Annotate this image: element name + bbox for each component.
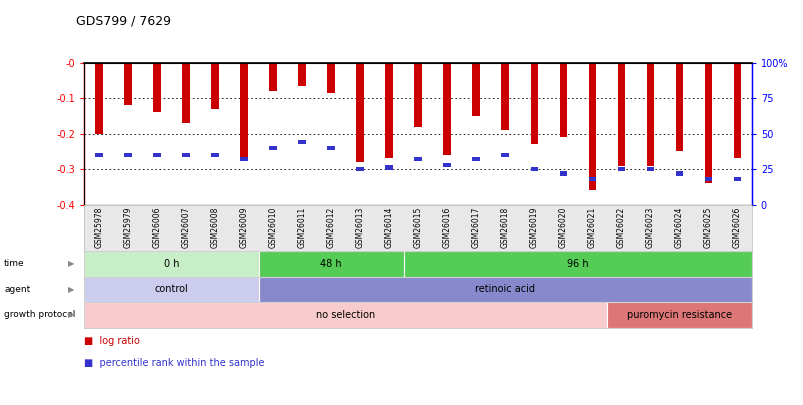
Bar bbox=[559, 63, 566, 137]
Text: 48 h: 48 h bbox=[320, 259, 341, 269]
Text: 96 h: 96 h bbox=[566, 259, 588, 269]
Bar bbox=[559, 171, 566, 176]
Bar bbox=[327, 145, 334, 150]
Bar bbox=[588, 63, 595, 190]
Bar bbox=[385, 165, 392, 170]
Text: ■  percentile rank within the sample: ■ percentile rank within the sample bbox=[84, 358, 265, 368]
Bar bbox=[646, 167, 653, 171]
Text: GSM26012: GSM26012 bbox=[326, 207, 335, 248]
Bar bbox=[298, 140, 305, 145]
Text: ▶: ▶ bbox=[68, 285, 75, 294]
Text: GSM26021: GSM26021 bbox=[587, 207, 596, 248]
Text: ■  log ratio: ■ log ratio bbox=[84, 336, 140, 346]
Bar bbox=[732, 177, 740, 181]
Bar bbox=[327, 63, 334, 93]
Text: control: control bbox=[154, 284, 188, 294]
Bar bbox=[240, 157, 247, 162]
Bar bbox=[84, 302, 606, 328]
Text: GSM26018: GSM26018 bbox=[500, 207, 509, 248]
Bar bbox=[703, 63, 711, 183]
Text: 0 h: 0 h bbox=[164, 259, 179, 269]
Text: GSM26013: GSM26013 bbox=[355, 207, 364, 248]
Bar bbox=[211, 63, 218, 109]
Bar bbox=[182, 63, 190, 123]
Bar bbox=[385, 63, 392, 158]
Text: GSM26009: GSM26009 bbox=[239, 207, 248, 248]
Text: GSM26023: GSM26023 bbox=[645, 207, 654, 248]
Bar bbox=[240, 63, 247, 158]
Text: GSM26024: GSM26024 bbox=[674, 207, 683, 248]
Bar bbox=[443, 63, 450, 155]
Text: GSM26019: GSM26019 bbox=[529, 207, 538, 248]
Text: ▶: ▶ bbox=[68, 259, 75, 269]
Bar bbox=[606, 302, 751, 328]
Text: GSM26016: GSM26016 bbox=[442, 207, 451, 248]
Text: GSM25978: GSM25978 bbox=[94, 207, 104, 248]
Text: GSM26025: GSM26025 bbox=[703, 207, 711, 248]
Text: GSM26006: GSM26006 bbox=[153, 207, 161, 248]
Bar bbox=[472, 157, 479, 162]
Text: no selection: no selection bbox=[316, 310, 375, 320]
Text: GSM26022: GSM26022 bbox=[616, 207, 625, 248]
Bar bbox=[124, 153, 132, 157]
Text: puromycin resistance: puromycin resistance bbox=[626, 310, 731, 320]
Bar bbox=[269, 63, 276, 91]
Text: GSM26020: GSM26020 bbox=[558, 207, 567, 248]
Bar bbox=[84, 251, 259, 277]
Bar bbox=[403, 251, 751, 277]
Bar bbox=[182, 153, 190, 157]
Bar bbox=[124, 63, 132, 105]
Text: GSM26015: GSM26015 bbox=[413, 207, 422, 248]
Bar bbox=[211, 153, 218, 157]
Bar bbox=[259, 277, 751, 302]
Bar bbox=[588, 177, 595, 181]
Text: GSM26026: GSM26026 bbox=[732, 207, 741, 248]
Bar bbox=[356, 63, 363, 162]
Bar bbox=[675, 171, 682, 176]
Text: GSM26007: GSM26007 bbox=[181, 207, 190, 248]
Text: agent: agent bbox=[4, 285, 31, 294]
Text: retinoic acid: retinoic acid bbox=[475, 284, 535, 294]
Bar bbox=[414, 63, 422, 126]
Text: growth protocol: growth protocol bbox=[4, 310, 75, 320]
Text: GSM26008: GSM26008 bbox=[210, 207, 219, 248]
Bar bbox=[356, 167, 363, 171]
Bar bbox=[501, 153, 508, 157]
Bar bbox=[153, 153, 161, 157]
Bar bbox=[703, 177, 711, 181]
Bar bbox=[298, 63, 305, 86]
Bar bbox=[501, 63, 508, 130]
Text: time: time bbox=[4, 259, 25, 269]
Bar bbox=[443, 162, 450, 167]
Bar bbox=[646, 63, 653, 166]
Text: GDS799 / 7629: GDS799 / 7629 bbox=[76, 14, 171, 27]
Text: GSM26014: GSM26014 bbox=[384, 207, 393, 248]
Bar bbox=[472, 63, 479, 116]
Text: GSM26017: GSM26017 bbox=[471, 207, 480, 248]
Bar bbox=[617, 167, 624, 171]
Bar bbox=[96, 63, 103, 134]
Bar bbox=[96, 153, 103, 157]
Bar bbox=[617, 63, 624, 166]
Bar bbox=[259, 251, 403, 277]
Text: ▶: ▶ bbox=[68, 310, 75, 320]
Bar bbox=[732, 63, 740, 158]
Bar bbox=[530, 63, 537, 144]
Text: GSM26010: GSM26010 bbox=[268, 207, 277, 248]
Bar bbox=[530, 167, 537, 171]
Bar bbox=[269, 145, 276, 150]
Text: GSM25979: GSM25979 bbox=[124, 207, 132, 248]
Bar bbox=[414, 157, 422, 162]
Text: GSM26011: GSM26011 bbox=[297, 207, 306, 248]
Bar bbox=[84, 277, 259, 302]
Bar bbox=[153, 63, 161, 113]
Bar bbox=[675, 63, 682, 151]
